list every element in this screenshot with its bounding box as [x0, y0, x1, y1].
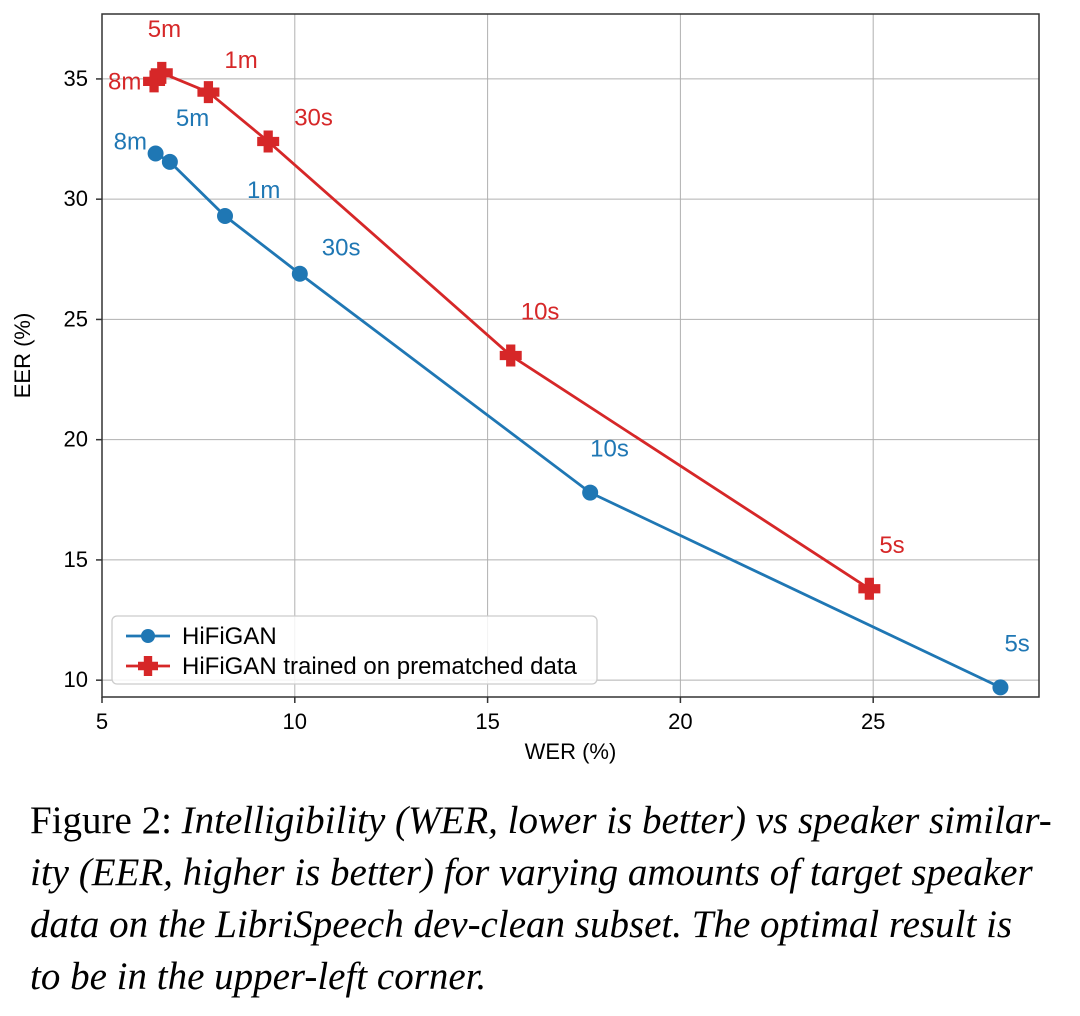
svg-text:10: 10	[283, 709, 307, 734]
svg-text:15: 15	[475, 709, 499, 734]
svg-text:5s: 5s	[879, 532, 904, 559]
svg-text:10: 10	[64, 667, 88, 692]
svg-text:EER (%): EER (%)	[10, 313, 35, 399]
svg-text:10s: 10s	[590, 436, 629, 463]
svg-text:8m: 8m	[114, 128, 147, 155]
svg-text:35: 35	[64, 66, 88, 91]
svg-text:25: 25	[64, 306, 88, 331]
svg-text:25: 25	[861, 709, 885, 734]
svg-text:5: 5	[96, 709, 108, 734]
svg-text:HiFiGAN: HiFiGAN	[182, 623, 277, 650]
svg-text:15: 15	[64, 547, 88, 572]
svg-text:1m: 1m	[247, 177, 280, 204]
svg-text:8m: 8m	[108, 68, 141, 95]
svg-text:10s: 10s	[521, 299, 560, 326]
svg-text:5s: 5s	[1004, 630, 1029, 657]
svg-text:30: 30	[64, 186, 88, 211]
svg-text:WER (%): WER (%)	[525, 739, 617, 764]
svg-text:5m: 5m	[148, 16, 181, 43]
svg-text:20: 20	[64, 427, 88, 452]
svg-text:HiFiGAN trained on prematched: HiFiGAN trained on prematched data	[182, 653, 578, 680]
svg-text:20: 20	[668, 709, 692, 734]
svg-text:1m: 1m	[224, 47, 257, 74]
svg-text:30s: 30s	[322, 235, 361, 262]
svg-text:30s: 30s	[294, 104, 333, 131]
svg-text:5m: 5m	[176, 105, 209, 132]
